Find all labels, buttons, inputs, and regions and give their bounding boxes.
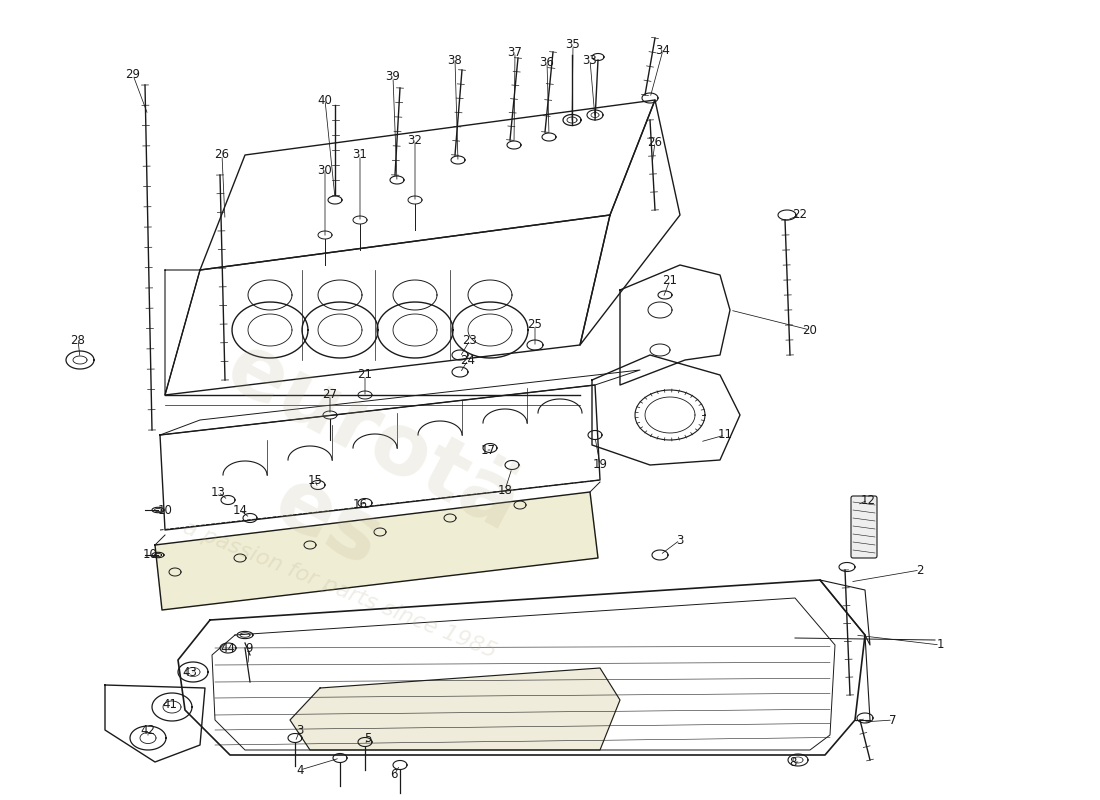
Text: 25: 25	[528, 318, 542, 331]
Text: 28: 28	[70, 334, 86, 346]
Text: 16: 16	[352, 498, 367, 511]
Text: 13: 13	[210, 486, 225, 498]
Text: 27: 27	[322, 389, 338, 402]
Text: 29: 29	[125, 69, 141, 82]
Text: 42: 42	[141, 723, 155, 737]
Text: 35: 35	[565, 38, 581, 51]
Text: 2: 2	[916, 563, 924, 577]
Text: eurotä
es: eurotä es	[166, 326, 534, 634]
Text: 22: 22	[792, 209, 807, 222]
Text: 10: 10	[157, 503, 173, 517]
FancyBboxPatch shape	[851, 496, 877, 558]
Text: 41: 41	[163, 698, 177, 711]
Text: 21: 21	[358, 369, 373, 382]
Polygon shape	[155, 492, 598, 610]
Text: 7: 7	[889, 714, 896, 726]
Text: 4: 4	[296, 763, 304, 777]
Text: 3: 3	[676, 534, 684, 546]
Text: 31: 31	[353, 149, 367, 162]
Text: 44: 44	[220, 642, 235, 654]
Text: 24: 24	[461, 354, 475, 366]
Text: 10: 10	[143, 549, 157, 562]
Text: 38: 38	[448, 54, 462, 66]
Text: 14: 14	[232, 503, 248, 517]
Text: 6: 6	[390, 769, 398, 782]
Text: 43: 43	[183, 666, 197, 678]
Text: 9: 9	[245, 642, 253, 654]
Text: 5: 5	[364, 731, 372, 745]
Text: 21: 21	[662, 274, 678, 286]
Text: 36: 36	[540, 55, 554, 69]
Text: 30: 30	[318, 163, 332, 177]
Text: 12: 12	[860, 494, 876, 506]
Text: 18: 18	[497, 483, 513, 497]
Text: 32: 32	[408, 134, 422, 146]
Text: 19: 19	[593, 458, 607, 471]
Text: 40: 40	[318, 94, 332, 106]
Text: 15: 15	[308, 474, 322, 486]
Text: a passion for parts since 1985: a passion for parts since 1985	[180, 518, 499, 662]
Text: 39: 39	[386, 70, 400, 83]
Text: 33: 33	[583, 54, 597, 66]
Text: 11: 11	[717, 429, 733, 442]
Text: 20: 20	[803, 323, 817, 337]
Text: 1: 1	[936, 638, 944, 651]
Text: 23: 23	[463, 334, 477, 346]
Text: 8: 8	[790, 755, 796, 769]
Text: 34: 34	[656, 43, 670, 57]
Text: 37: 37	[507, 46, 522, 58]
Text: 17: 17	[481, 443, 495, 457]
Text: 26: 26	[214, 149, 230, 162]
Text: 26: 26	[648, 135, 662, 149]
Polygon shape	[290, 668, 620, 750]
Text: 3: 3	[296, 723, 304, 737]
